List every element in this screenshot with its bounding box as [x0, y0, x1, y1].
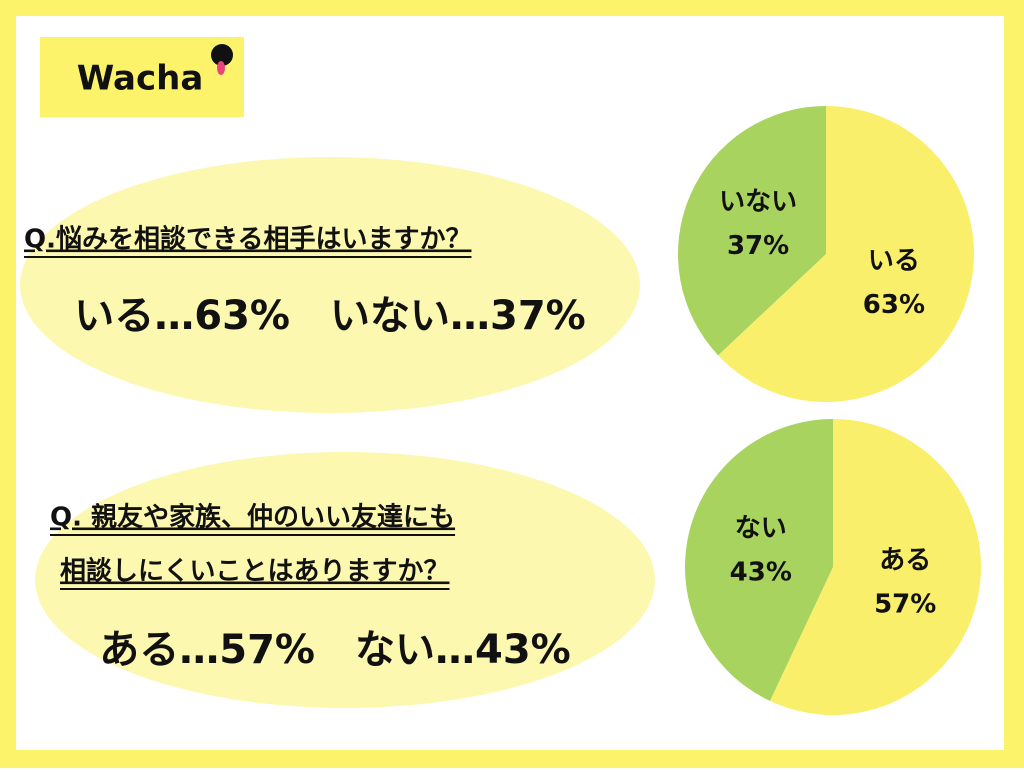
question: Q.悩みを相談できる相手はいますか？ — [24, 224, 471, 255]
bubble — [20, 157, 640, 413]
summary: ある…57% ない…43% — [99, 627, 570, 673]
slice-label: いない — [719, 187, 797, 217]
slice-value: 37% — [727, 231, 789, 261]
slice-label: ある — [879, 546, 931, 576]
summary: いる…63% いない…37% — [74, 293, 585, 339]
pie-slice — [678, 106, 826, 356]
slice-value: 43% — [730, 557, 792, 587]
bubble — [35, 452, 655, 708]
question: 相談しにくいことはありますか？ — [60, 556, 449, 587]
slice-label: いる — [868, 246, 920, 276]
slice-value: 63% — [863, 290, 925, 320]
pie-slice — [769, 419, 981, 715]
question: Q. 親友や家族、仲のいい友達にも — [50, 502, 455, 533]
pie-slice — [718, 106, 975, 403]
logo: Wacha — [77, 59, 204, 99]
pie-slice — [685, 419, 833, 701]
logo-tongue — [217, 61, 225, 75]
slice-label: ない — [735, 513, 787, 543]
logo-box — [40, 37, 244, 117]
logo-icon — [211, 44, 233, 66]
slice-value: 57% — [874, 590, 936, 620]
